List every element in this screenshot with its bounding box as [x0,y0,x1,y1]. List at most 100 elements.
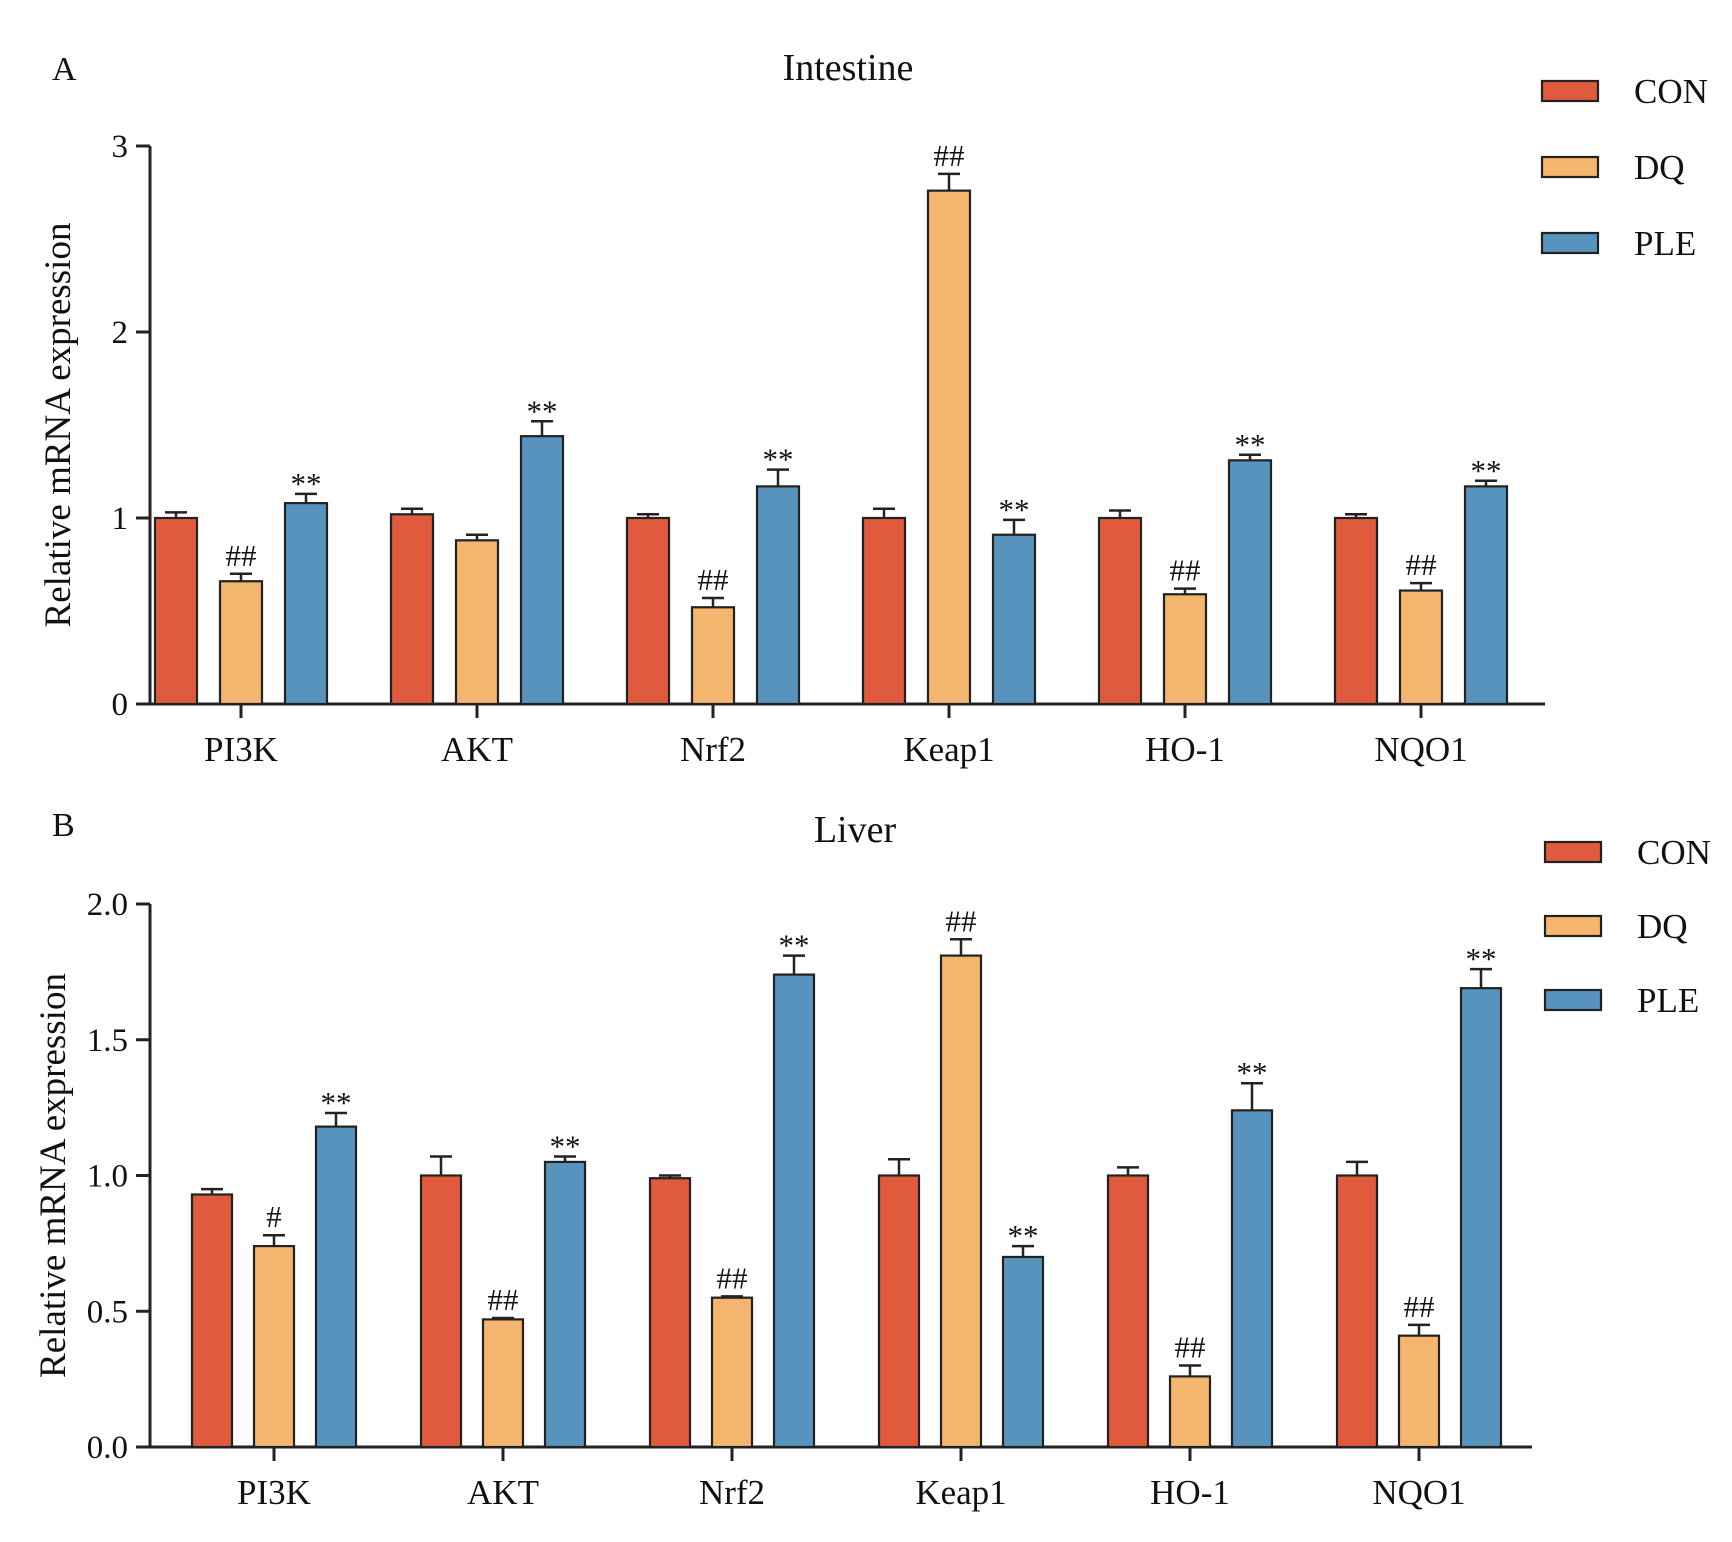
significance-label: ** [1471,453,1502,488]
bar-dq-keap1 [939,954,983,1449]
significance-label: ** [527,393,558,428]
y-tick-label: 2.0 [87,887,128,923]
significance-label: ## [717,1260,748,1295]
bar-ple-nqo1 [1459,987,1503,1449]
bar-dq-keap1 [926,189,972,706]
significance-label: ** [1466,941,1497,976]
legend-swatch-ple [1540,231,1600,255]
y-tick-label: 0.0 [87,1430,128,1466]
bar-ple-akt [543,1160,587,1449]
significance-label: ## [1175,1330,1206,1365]
bar-dq-ho-1 [1162,593,1208,706]
intestine-panel: A Intestine Relative mRNA expression 0 1 2 3 PI… [38,47,1708,769]
bar-dq-nqo1 [1398,589,1444,706]
x-tick-label-nrf2: Nrf2 [699,1473,765,1512]
significance-label: # [266,1199,282,1234]
bar-ple-pi3k [283,502,329,706]
y-tick-label: 1.5 [87,1023,128,1059]
bar-con-pi3k [190,1193,234,1449]
bar-dq-nrf2 [710,1296,754,1449]
bar-con-nrf2 [648,1177,692,1449]
significance-label: ## [226,538,257,573]
legend-swatch-con [1540,79,1600,103]
x-tick-label-keap1: Keap1 [915,1473,1006,1512]
bar-con-ho-1 [1097,516,1143,706]
significance-label: ** [291,466,322,501]
x-tick-label-keap1: Keap1 [903,730,994,769]
significance-label: ## [1404,1289,1435,1324]
y-tick-label: 1 [112,501,129,537]
bar-ple-ho-1 [1227,459,1273,706]
legend-label-con: CON [1637,833,1711,872]
bar-con-keap1 [861,516,907,706]
bar-con-akt [419,1174,463,1449]
bar-con-nrf2 [625,516,671,706]
y-tick-label: 2 [112,315,129,351]
bar-con-pi3k [153,516,199,706]
significance-label: ** [779,928,810,963]
significance-label: ** [550,1128,581,1163]
chart-title: Liver [814,809,897,851]
legend-swatch-dq [1543,914,1603,938]
y-axis-label: Relative mRNA expression [33,973,74,1378]
bar-ple-nrf2 [772,973,816,1449]
bar-ple-keap1 [1001,1255,1045,1449]
bar-dq-akt [481,1318,525,1449]
x-tick-label-pi3k: PI3K [237,1473,311,1512]
x-tick-label-akt: AKT [467,1473,539,1512]
x-tick-label-nqo1: NQO1 [1372,1473,1465,1512]
legend-label-ple: PLE [1637,981,1699,1020]
bar-con-keap1 [877,1174,921,1449]
x-tick-label-ho-1: HO-1 [1150,1473,1230,1512]
bar-con-akt [389,513,435,706]
x-tick-label-akt: AKT [441,730,513,769]
bar-ple-keap1 [991,533,1037,706]
y-tick-label: 3 [112,129,129,165]
significance-label: ## [946,903,977,938]
legend-label-dq: DQ [1637,907,1688,946]
x-tick-label-ho-1: HO-1 [1145,730,1225,769]
liver-panel: B Liver Relative mRNA expression 0.0 0.5 1.0 1… [33,807,1711,1512]
significance-label: ** [763,442,794,477]
panel-letter: B [52,807,75,844]
bar-dq-pi3k [252,1244,296,1449]
significance-label: ** [999,492,1030,527]
bar-ple-akt [519,435,565,706]
legend-swatch-dq [1540,155,1600,179]
significance-label: ## [1170,553,1201,588]
bar-dq-ho-1 [1168,1375,1212,1449]
legend-label-dq: DQ [1634,148,1685,187]
significance-label: ## [698,562,729,597]
x-tick-label-pi3k: PI3K [204,730,278,769]
bar-con-nqo1 [1335,1174,1379,1449]
bar-dq-nqo1 [1397,1334,1441,1449]
legend-label-ple: PLE [1634,224,1696,263]
legend-swatch-ple [1543,988,1603,1012]
significance-label: ## [1406,547,1437,582]
legend-label-con: CON [1634,72,1708,111]
significance-label: ## [488,1282,519,1317]
x-tick-label-nqo1: NQO1 [1374,730,1467,769]
significance-label: ## [934,138,965,173]
legend-swatch-con [1543,840,1603,864]
bar-ple-nrf2 [755,485,801,706]
x-tick-label-nrf2: Nrf2 [680,730,746,769]
bar-ple-ho-1 [1230,1109,1274,1449]
y-tick-label: 1.0 [87,1159,128,1195]
bar-dq-pi3k [218,580,264,706]
y-tick-label: 0 [112,687,129,723]
y-tick-label: 0.5 [87,1294,128,1330]
bar-ple-nqo1 [1463,485,1509,706]
chart-title: Intestine [783,47,914,89]
y-axis-label: Relative mRNA expression [38,223,79,628]
significance-label: ** [1237,1055,1268,1090]
significance-label: ** [1235,427,1266,462]
bar-con-ho-1 [1106,1174,1150,1449]
bar-dq-akt [454,539,500,706]
significance-label: ** [1008,1218,1039,1253]
bar-dq-nrf2 [690,606,736,706]
bar-con-nqo1 [1333,516,1379,706]
significance-label: ** [321,1085,352,1120]
bar-ple-pi3k [314,1125,358,1449]
